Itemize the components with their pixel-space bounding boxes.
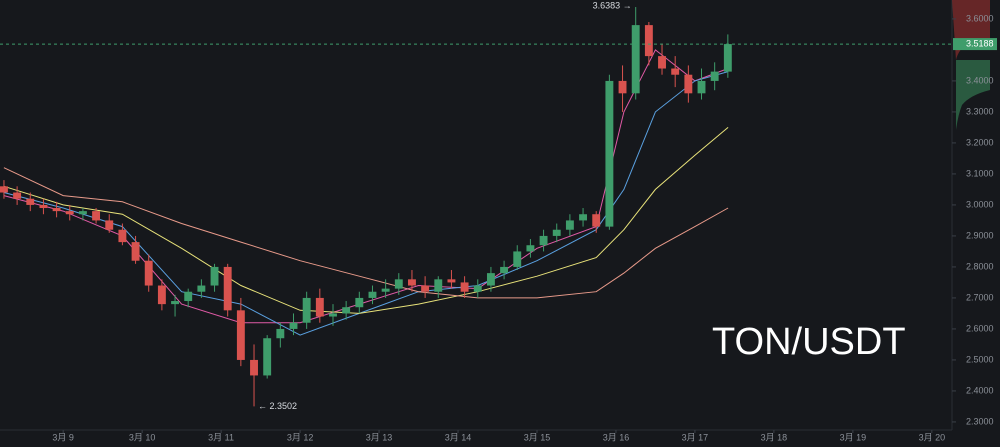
candle-body [447,279,456,283]
candle-body [144,260,153,286]
candle-body [92,211,101,221]
y-tick-label: 3.1000 [966,168,994,178]
y-tick-label: 2.6000 [966,323,994,333]
candle-body [394,279,403,289]
y-tick-label: 2.3000 [966,416,994,426]
candle-body [684,74,693,94]
y-tick-label: 2.8000 [966,261,994,271]
y-tick-label: 2.9000 [966,230,994,240]
candle-body [342,307,351,314]
ma-line [3,127,729,314]
candle-body [118,229,127,243]
candle-body [302,297,311,323]
candle-body [539,235,548,246]
candle-body [671,68,680,75]
candle-body [355,297,364,308]
candle-body [460,282,469,292]
candle-body [65,211,74,215]
candle-body [579,214,588,221]
candle-body [618,80,627,94]
candle-body [157,285,166,305]
y-tick-label: 3.0000 [966,199,994,209]
candle-body [184,291,193,302]
candle-body [723,44,732,72]
y-tick-label: 2.5000 [966,354,994,364]
candle-body [52,208,61,212]
x-tick-label: 3月 14 [445,432,472,442]
high-annotation: 3.6383 → [593,0,632,10]
y-tick-label: 3.4000 [966,75,994,85]
y-tick-label: 3.6000 [966,13,994,23]
low-annotation: ← 2.3502 [258,401,297,411]
x-tick-label: 3月 15 [524,432,551,442]
candle-body [197,285,206,292]
candle-body [315,297,324,317]
watermark: TON/USDT [712,321,906,363]
candle-body [210,266,219,286]
candle-body [552,229,561,236]
x-tick-label: 3月 13 [366,432,393,442]
x-tick-label: 3月 11 [208,432,234,442]
candle-body [486,273,495,286]
candle-body [408,279,416,286]
y-tick-label: 3.2000 [966,137,994,147]
x-tick-label: 3月 17 [682,432,709,442]
x-tick-label: 3月 18 [761,432,788,442]
last-price-box [953,38,997,51]
candle-body [131,242,140,261]
candle-body [223,266,232,311]
candle-body [500,266,509,274]
x-tick-label: 3月 20 [919,432,946,442]
candle-body [644,25,653,57]
candle-body [605,80,614,227]
candle-body [263,338,272,376]
y-tick-label: 2.7000 [966,292,994,302]
candle-body [592,214,601,227]
x-tick-label: 3月 16 [603,432,630,442]
candle-body [236,310,245,360]
candle-body [565,220,574,230]
volume-profile [956,60,990,130]
candle-body [250,359,258,376]
candle-body [381,288,390,292]
candle-body [39,204,48,209]
candle-body [526,245,535,252]
candle-body [78,211,87,215]
y-tick-label: 2.4000 [966,385,994,395]
candle-body [276,328,285,339]
candle-body [368,291,377,298]
candle-body [171,301,180,305]
candle-body [105,220,114,230]
ma-line [3,49,729,324]
candle-body [421,285,430,292]
candle-body [13,192,22,199]
candle-body [434,279,443,292]
candle-body [473,285,482,292]
candle-body [513,251,522,267]
candle-body [658,56,666,69]
candle-body [697,80,706,94]
candle-body [26,198,35,205]
x-tick-label: 3月 12 [287,432,314,442]
x-tick-label: 3月 9 [52,432,74,442]
ma-line [3,167,729,299]
candle-body [710,71,719,81]
last-price-label: 3.5188 [966,38,994,48]
candle-body [0,186,8,193]
x-tick-label: 3月 19 [840,432,867,442]
x-tick-label: 3月 10 [129,432,156,442]
candle-body [631,25,640,94]
y-tick-label: 3.3000 [966,106,994,116]
candle-body [329,313,337,317]
candle-body [289,322,298,329]
